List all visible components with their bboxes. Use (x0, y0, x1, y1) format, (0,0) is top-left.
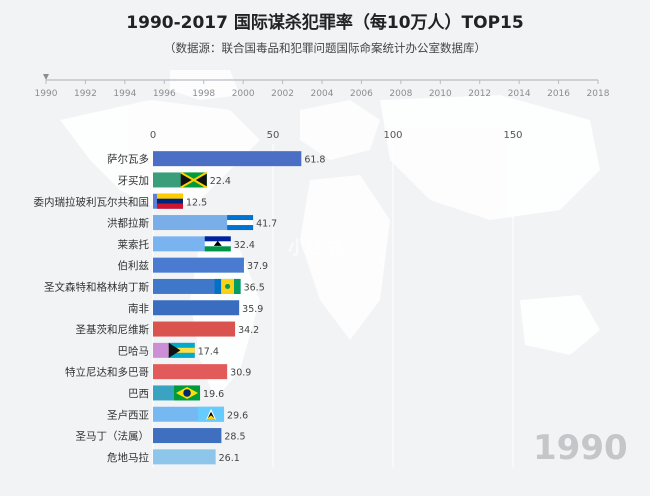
bar-category-label: 巴哈马 (118, 344, 150, 357)
timeline-year-label: 2018 (587, 89, 610, 99)
timeline-slider[interactable]: 1990 1992 1994 1996 1998 2000 2002 2004 2006 2008… (0, 68, 650, 108)
chart-subtitle: （数据源：联合国毒品和犯罪问题国际命案统计办公室数据库） (164, 41, 486, 55)
flag-venezuela-icon (157, 193, 183, 209)
flag-stlucia-icon (198, 406, 225, 422)
bar-value-label: 37.9 (247, 261, 268, 272)
bar-category-label: 南非 (128, 302, 149, 315)
timeline-year-label: 2012 (468, 89, 491, 99)
bar-category-label: 特立尼达和多巴哥 (65, 366, 149, 379)
timeline-year-label: 2004 (311, 89, 334, 99)
bar-value-label: 30.9 (230, 368, 251, 379)
timeline-year-label: 2008 (389, 89, 412, 99)
bar (153, 321, 236, 337)
timeline-year-label: 2006 (350, 89, 373, 99)
bar-value-label: 32.4 (234, 240, 255, 251)
flag-lesotho-icon (204, 236, 231, 252)
timeline-year-label: 2016 (547, 89, 570, 99)
watermark: 小红书 (288, 238, 342, 259)
timeline-year-label: 1992 (74, 89, 97, 99)
timeline-year-label: 2002 (271, 89, 294, 99)
flag-honduras-icon (227, 215, 254, 231)
flag-svg-icon (214, 278, 241, 294)
bar-value-label: 22.4 (210, 176, 231, 187)
bar-category-label: 伯利兹 (118, 259, 150, 272)
x-tick-label: 0 (150, 130, 156, 141)
timeline-year-label: 2010 (429, 89, 452, 99)
bar-category-label: 牙买加 (118, 175, 150, 187)
timeline-year-label: 1990 (35, 89, 58, 99)
bar-category-label: 莱索托 (118, 238, 150, 251)
current-year-label: 1990 (533, 428, 628, 468)
bar-value-label: 26.1 (219, 453, 240, 464)
bar-category-label: 巴西 (128, 388, 149, 400)
bar-value-label: 61.8 (304, 155, 325, 166)
bar-value-label: 36.5 (244, 282, 265, 293)
bar-category-label: 洪都拉斯 (107, 217, 149, 230)
chart-title: 1990-2017 国际谋杀犯罪率（每10万人）TOP15 (126, 13, 524, 33)
x-tick-label: 150 (503, 130, 522, 141)
bar-value-label: 12.5 (186, 197, 207, 208)
timeline-year-label: 1994 (113, 89, 136, 99)
bar-category-label: 圣马丁（法属） (76, 430, 150, 443)
bar-category-label: 圣卢西亚 (107, 408, 149, 421)
bar-category-label: 萨尔瓦多 (107, 153, 149, 166)
bar-value-label: 28.5 (224, 432, 245, 443)
bar-value-label: 17.4 (198, 346, 219, 357)
timeline-year-label: 2000 (232, 89, 255, 99)
bar-value-label: 41.7 (256, 219, 277, 230)
bar-value-label: 19.6 (203, 389, 224, 400)
flag-bahamas-icon (168, 342, 195, 358)
bar-category-label: 圣基茨和尼维斯 (76, 323, 150, 336)
flag-brazil-icon (174, 385, 201, 401)
x-tick-label: 50 (267, 130, 280, 141)
bar-value-label: 29.6 (227, 410, 248, 421)
bar (153, 449, 216, 465)
bar-value-label: 34.2 (238, 325, 259, 336)
bar-category-label: 危地马拉 (107, 451, 149, 464)
timeline-year-label: 1996 (153, 89, 176, 99)
timeline-handle[interactable] (43, 74, 49, 80)
bar (153, 428, 222, 444)
bar (153, 257, 244, 273)
bar (153, 364, 228, 380)
timeline-year-label: 2014 (508, 89, 531, 99)
bar-category-label: 圣文森特和格林纳丁斯 (44, 280, 149, 293)
bar (153, 151, 302, 167)
x-tick-label: 100 (383, 130, 402, 141)
bar-value-label: 35.9 (242, 304, 263, 315)
bar (153, 300, 240, 316)
bar-category-label: 委内瑞拉玻利瓦尔共和国 (34, 195, 150, 208)
timeline-year-label: 1998 (192, 89, 215, 99)
flag-jamaica-icon (180, 171, 208, 189)
